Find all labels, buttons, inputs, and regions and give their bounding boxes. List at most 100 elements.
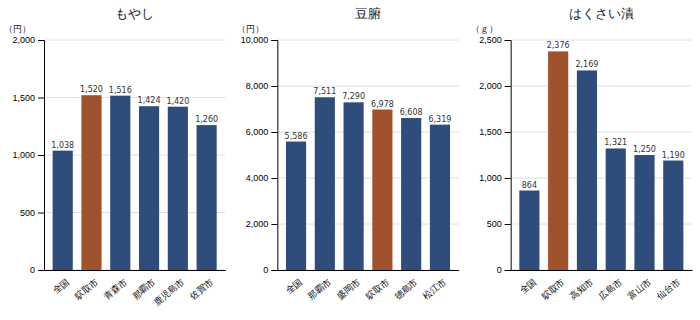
tick-mark [38, 270, 44, 271]
tick-label: 高知市 [568, 277, 595, 302]
tick-mark [505, 178, 511, 179]
data-label: 5,586 [285, 132, 308, 141]
tick: 2,000 [479, 81, 511, 91]
grid-line [44, 40, 225, 41]
tick: 仙台市 [655, 277, 682, 302]
bar [372, 110, 392, 270]
tick-label: 鴥取市 [539, 277, 567, 303]
tick-mark [271, 86, 277, 87]
bar [81, 95, 101, 270]
data-label: 7,290 [342, 92, 365, 101]
tick-mark [271, 40, 277, 41]
data-label: 7,511 [313, 87, 336, 96]
tick-label: 広島市 [597, 277, 624, 302]
tick-mark [38, 155, 44, 156]
tick: 0 [263, 265, 277, 275]
bar [634, 155, 654, 270]
tick: 4,000 [246, 173, 278, 183]
tick-label: 仙台市 [655, 277, 682, 302]
data-label: 6,319 [429, 115, 452, 124]
y-axis-title: （ｇ） [471, 24, 498, 34]
tick-label: 松江市 [421, 277, 448, 302]
tick-mark [38, 40, 44, 41]
bar [663, 161, 683, 270]
axis-line [45, 270, 226, 271]
tick-label: 1,500 [12, 93, 35, 103]
tick: 0 [30, 265, 44, 275]
tick: 徳島市 [393, 277, 420, 302]
tick-mark [271, 270, 277, 271]
tick: 青森市 [102, 277, 129, 302]
tick: 高知市 [568, 277, 595, 302]
grid [511, 40, 692, 270]
tick-label: 0 [497, 265, 502, 275]
tick-mark [505, 270, 511, 271]
grid [277, 40, 458, 270]
grid-line [511, 132, 692, 133]
tick-label: 500 [487, 219, 502, 229]
tick-label: 2,500 [479, 35, 502, 45]
tick: 鴥取市 [363, 277, 391, 303]
data-label: 1,321 [604, 138, 627, 147]
tick-mark [505, 86, 511, 87]
data-label: 1,424 [138, 96, 161, 105]
data-label: 1,420 [166, 97, 189, 106]
tick: 2,500 [479, 35, 511, 45]
bar [139, 106, 159, 270]
tick-mark [505, 132, 511, 133]
tick-label: 2,000 [12, 35, 35, 45]
tick: 全国 [518, 277, 538, 296]
data-label: 6,608 [400, 108, 423, 117]
tick: 0 [497, 265, 511, 275]
data-label: 864 [522, 181, 537, 190]
bar [548, 51, 568, 270]
tick-label: 鴥取市 [363, 277, 391, 303]
tick-label: 10,000 [241, 35, 269, 45]
tick: 盛岡市 [335, 277, 362, 302]
panel: 05001,0001,5002,000全国鴥取市青森市那覇市鹿児島市佐賀市1,0… [4, 6, 226, 307]
grid-line [44, 97, 225, 98]
title: 豆腑 [355, 6, 381, 21]
bars [286, 97, 450, 270]
bar [606, 148, 626, 270]
grid-line [511, 86, 692, 87]
y-axis: 0 500 1,000 1,500 2,000 2,500 [479, 35, 511, 275]
bar [577, 70, 597, 270]
tick-label: 那覇市 [306, 277, 333, 302]
axis-line [505, 41, 512, 271]
axis-line [278, 270, 459, 271]
tick: 1,000 [479, 173, 511, 183]
tick-label: 2,000 [246, 219, 269, 229]
data-label: 1,038 [51, 141, 74, 150]
tick-label: 盛岡市 [335, 277, 362, 302]
tick-label: 6,000 [246, 127, 269, 137]
x-axis: 全国那覇市盛岡市鴥取市徳島市松江市 [278, 271, 459, 303]
tick: 鹿児島市 [152, 277, 186, 308]
title: はくさい漬 [569, 6, 634, 21]
tick-label: 8,000 [246, 81, 269, 91]
tick: 広島市 [597, 277, 624, 302]
grid-line [277, 86, 458, 87]
data-labels: 1,0381,5201,5161,4241,4201,260 [51, 85, 218, 149]
bar [197, 125, 217, 270]
data-label: 6,978 [371, 100, 394, 109]
tick-label: 1,500 [479, 127, 502, 137]
tick-label: 0 [263, 265, 268, 275]
x-axis: 全国鴥取市高知市広島市富山市仙台市 [511, 271, 692, 303]
tick-label: 1,000 [12, 150, 35, 160]
tick-label: 徳島市 [393, 277, 420, 302]
bars [519, 51, 683, 270]
tick-label: 4,000 [246, 173, 269, 183]
data-label: 1,516 [109, 86, 132, 95]
bar [315, 97, 335, 270]
bar [168, 107, 188, 270]
tick: 6,000 [246, 127, 278, 137]
tick: 富山市 [626, 277, 653, 302]
tick: 500 [487, 219, 511, 229]
tick-label: 1,000 [479, 173, 502, 183]
bar [519, 191, 539, 270]
axis-line [271, 41, 278, 271]
tick-label: 全国 [284, 277, 304, 296]
tick: 1,500 [479, 127, 511, 137]
tick-mark [505, 40, 511, 41]
